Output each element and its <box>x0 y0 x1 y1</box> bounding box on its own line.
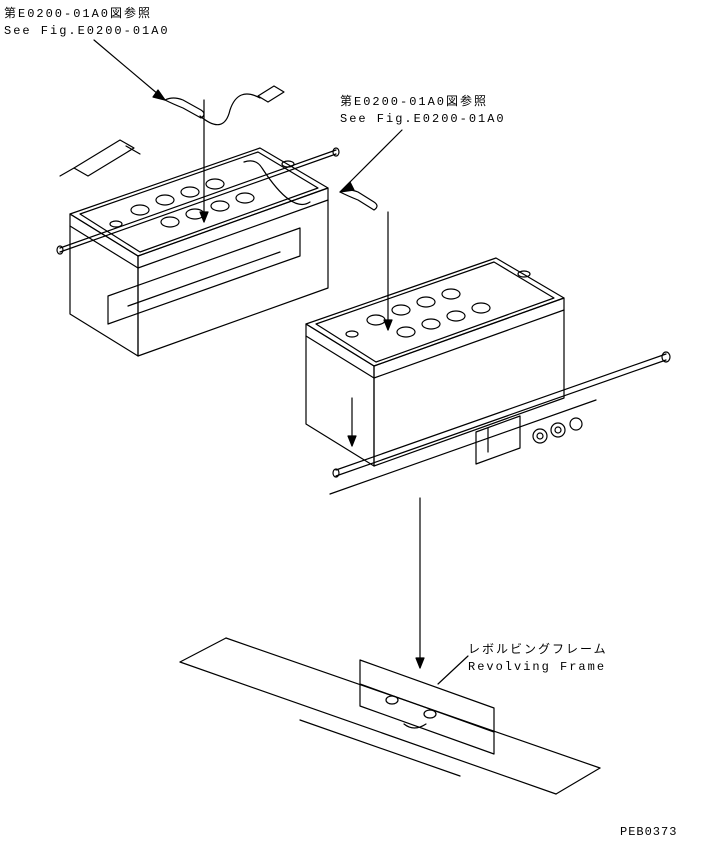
label-top-right-jp: 第E0200-01A0図参照 <box>340 95 488 109</box>
label-revolving-jp: レボルビングフレーム <box>468 643 608 657</box>
holddown-rod-left <box>57 148 339 254</box>
label-top-right-en: See Fig.E0200-01A0 <box>340 112 506 126</box>
label-top-left: 第E0200-01A0図参照 See Fig.E0200-01A0 <box>4 6 170 40</box>
leader-arrow-left <box>94 40 165 100</box>
leader-arrow-right <box>340 130 402 192</box>
drop-arrow-right <box>384 212 392 330</box>
label-top-right: 第E0200-01A0図参照 See Fig.E0200-01A0 <box>340 94 506 128</box>
diagram-canvas <box>0 0 701 852</box>
label-top-left-jp: 第E0200-01A0図参照 <box>4 7 152 21</box>
cable-left <box>165 86 284 125</box>
connector-far-left <box>60 140 140 176</box>
drop-arrow-frame <box>416 498 424 668</box>
leader-revolving <box>438 656 468 684</box>
long-rod <box>333 352 670 477</box>
drop-arrow-under-right <box>348 398 356 446</box>
label-revolving: レボルビングフレーム Revolving Frame <box>468 642 608 676</box>
cable-right <box>244 161 377 210</box>
label-revolving-en: Revolving Frame <box>468 660 606 674</box>
label-top-left-en: See Fig.E0200-01A0 <box>4 24 170 38</box>
battery-left <box>70 148 328 356</box>
bracket-left <box>108 228 300 324</box>
drawing-code: PEB0373 <box>620 824 677 841</box>
thin-rod <box>330 400 596 494</box>
